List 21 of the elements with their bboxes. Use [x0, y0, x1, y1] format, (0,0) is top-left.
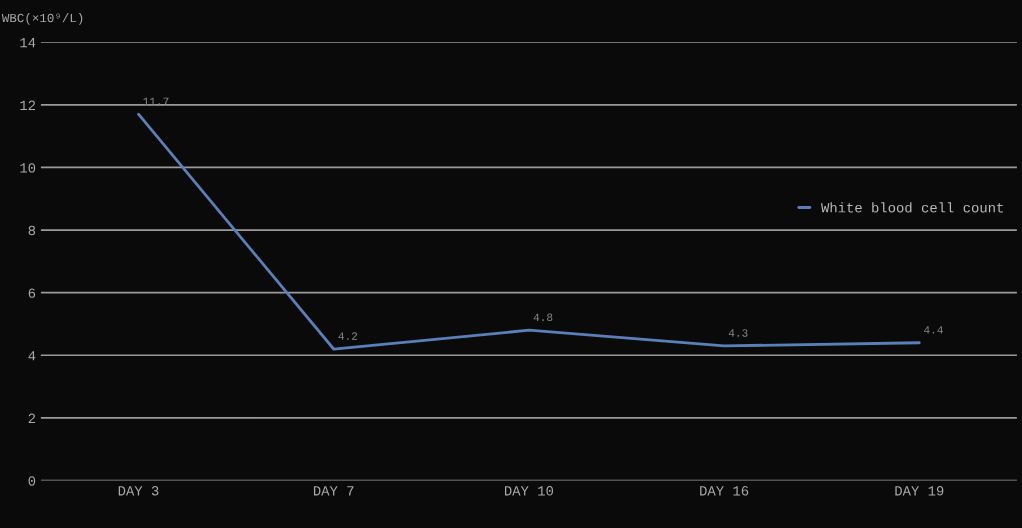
data-label: 4.8: [533, 313, 553, 322]
y-tick-label: 8: [28, 225, 36, 236]
y-tick-label: 4: [28, 351, 36, 361]
data-label: 11.7: [143, 97, 169, 105]
x-tick-label: DAY 3: [118, 486, 159, 496]
x-tick-label: DAY 16: [700, 486, 749, 496]
y-tick-label: 6: [28, 288, 36, 298]
legend-label: White blood cell count: [821, 202, 1003, 213]
x-tick-label: DAY 7: [313, 486, 354, 496]
data-label: 4.2: [338, 332, 358, 340]
y-tick-label: 10: [20, 163, 36, 173]
y-axis-title: WBC(×10⁹/L): [1, 13, 83, 25]
x-tick-label: DAY 10: [504, 486, 554, 496]
y-tick-label: 0: [28, 476, 36, 486]
y-tick-label: 14: [20, 38, 36, 48]
line-series: [137, 112, 921, 351]
y-tick-label: 2: [28, 413, 36, 423]
x-tick-label: DAY 19: [895, 486, 944, 496]
data-label: 4.4: [924, 326, 943, 334]
y-tick-label: 12: [20, 100, 36, 110]
data-label: 4.3: [728, 329, 748, 337]
